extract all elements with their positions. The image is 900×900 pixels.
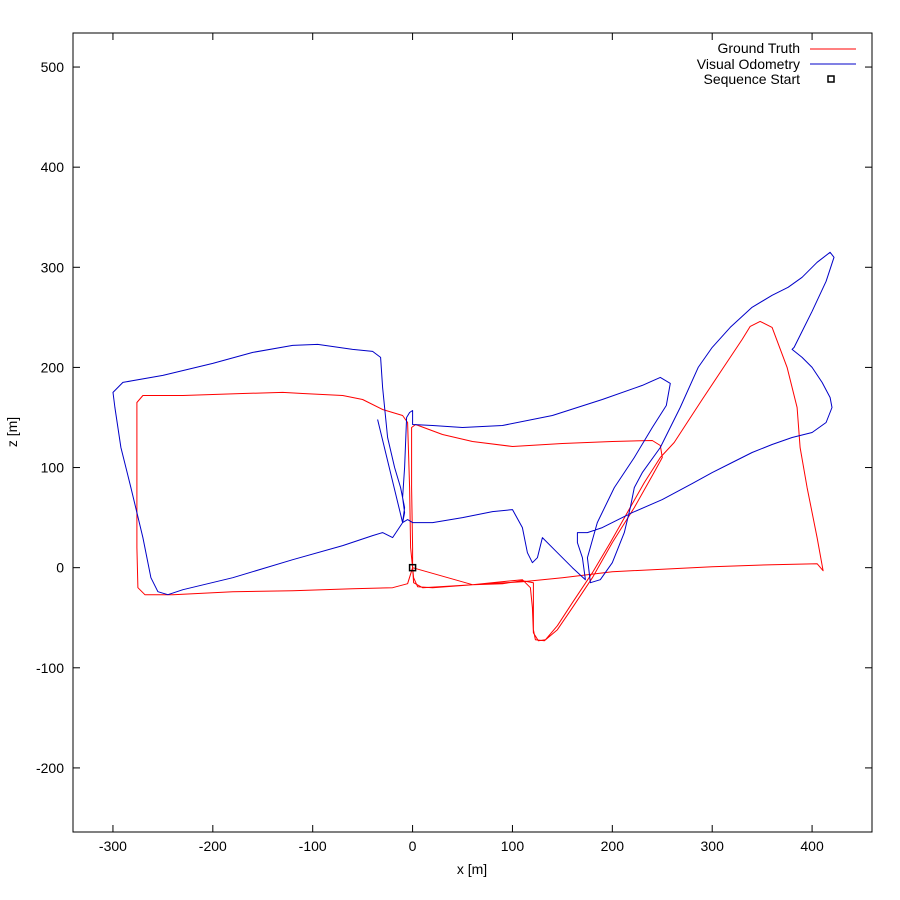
x-tick-label: 300 bbox=[701, 838, 725, 854]
y-axis-ticks: -200 -100 0 100 200 300 400 500 bbox=[36, 59, 872, 776]
x-tick-label: -200 bbox=[199, 838, 227, 854]
y-tick-label: 500 bbox=[41, 59, 65, 75]
x-tick-label: -300 bbox=[99, 838, 127, 854]
y-axis-label: z [m] bbox=[4, 417, 20, 447]
legend: Ground Truth Visual Odometry Sequence St… bbox=[697, 40, 856, 87]
x-tick-label: 400 bbox=[800, 838, 824, 854]
y-tick-label: 200 bbox=[41, 359, 65, 375]
y-tick-label: 100 bbox=[41, 460, 65, 476]
x-axis-ticks: -300 -200 -100 0 100 200 300 400 bbox=[99, 33, 824, 854]
legend-swatch-sequence-start bbox=[827, 75, 835, 83]
legend-label-ground-truth: Ground Truth bbox=[718, 40, 801, 56]
y-tick-label: -100 bbox=[36, 660, 64, 676]
sequence-start-marker bbox=[408, 563, 417, 572]
x-axis-label: x [m] bbox=[457, 861, 487, 877]
series-line-visual-odometry bbox=[112, 251, 835, 596]
plot-frame bbox=[72, 32, 873, 833]
y-tick-label: 300 bbox=[41, 259, 65, 275]
x-tick-label: -100 bbox=[299, 838, 327, 854]
x-tick-label: 0 bbox=[409, 838, 417, 854]
legend-label-sequence-start: Sequence Start bbox=[703, 71, 800, 87]
x-tick-label: 200 bbox=[601, 838, 625, 854]
y-tick-label: -200 bbox=[36, 760, 64, 776]
y-tick-label: 0 bbox=[56, 560, 64, 576]
legend-label-visual-odometry: Visual Odometry bbox=[697, 56, 800, 72]
plot-area bbox=[112, 251, 835, 642]
series-line-ground-truth bbox=[136, 320, 824, 642]
x-tick-label: 100 bbox=[501, 838, 525, 854]
y-tick-label: 400 bbox=[41, 159, 65, 175]
